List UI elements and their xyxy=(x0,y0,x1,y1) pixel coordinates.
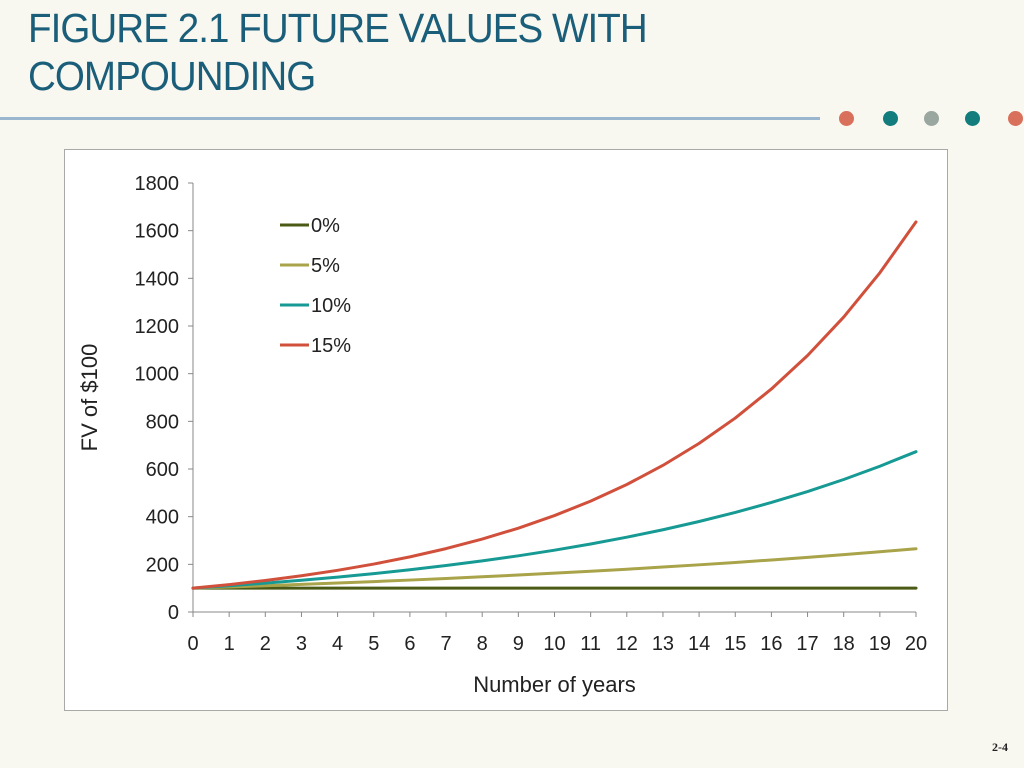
x-tick-label: 4 xyxy=(332,633,343,655)
accent-dot xyxy=(839,111,854,126)
y-tick-label: 400 xyxy=(146,507,179,529)
x-tick-label: 0 xyxy=(187,633,198,655)
x-tick-label: 2 xyxy=(260,633,271,655)
x-tick-label: 16 xyxy=(760,633,782,655)
x-tick-label: 19 xyxy=(869,633,891,655)
x-axis-label: Number of years xyxy=(473,672,636,697)
x-tick-label: 5 xyxy=(368,633,379,655)
x-tick-label: 6 xyxy=(404,633,415,655)
x-tick-label: 8 xyxy=(477,633,488,655)
x-tick-label: 20 xyxy=(905,633,927,655)
x-tick-label: 7 xyxy=(440,633,451,655)
y-tick-label: 800 xyxy=(146,411,179,433)
x-tick-label: 3 xyxy=(296,633,307,655)
legend-label: 15% xyxy=(311,335,351,357)
x-tick-label: 10 xyxy=(543,633,565,655)
accent-dot xyxy=(1008,111,1023,126)
accent-dot xyxy=(965,111,980,126)
page-title: FIGURE 2.1 FUTURE VALUES WITH COMPOUNDIN… xyxy=(28,5,648,99)
x-tick-label: 13 xyxy=(652,633,674,655)
accent-dot xyxy=(924,111,939,126)
x-tick-label: 1 xyxy=(224,633,235,655)
series-line-5pct xyxy=(191,547,918,590)
page-number: 2-4 xyxy=(992,740,1008,754)
legend-label: 5% xyxy=(311,255,340,277)
x-tick-label: 17 xyxy=(796,633,818,655)
x-tick-label: 12 xyxy=(616,633,638,655)
y-tick-label: 1600 xyxy=(135,221,180,243)
series-line-10pct xyxy=(191,450,918,590)
y-tick-label: 0 xyxy=(168,602,179,624)
y-tick-label: 1000 xyxy=(135,364,180,386)
series-line-15pct xyxy=(191,220,918,590)
y-tick-label: 200 xyxy=(146,554,179,576)
accent-dot xyxy=(883,111,898,126)
legend-label: 0% xyxy=(311,215,340,237)
x-tick-label: 18 xyxy=(833,633,855,655)
x-tick-label: 14 xyxy=(688,633,710,655)
x-tick-label: 9 xyxy=(513,633,524,655)
x-tick-label: 11 xyxy=(580,633,601,655)
chart-frame: 0 200 400 600 800 1000 1200 1400 1600 1800 0 1 2 3 4 5 6… xyxy=(64,149,948,711)
y-tick-label: 1800 xyxy=(135,173,180,195)
title-divider xyxy=(0,117,820,120)
x-tick-label: 15 xyxy=(724,633,746,655)
y-tick-label: 600 xyxy=(146,459,179,481)
y-tick-label: 1400 xyxy=(135,268,180,290)
y-tick-label: 1200 xyxy=(135,316,180,338)
y-axis-label: FV of $100 xyxy=(77,344,102,452)
legend-label: 10% xyxy=(311,295,351,317)
